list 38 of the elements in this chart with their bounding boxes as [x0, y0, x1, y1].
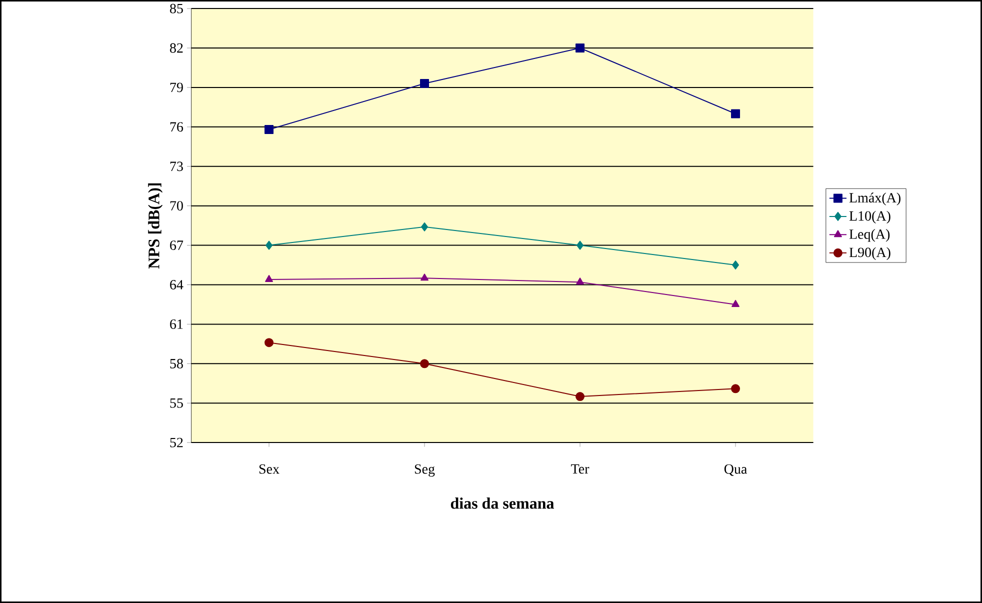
x-tick-label: Seg — [414, 464, 435, 477]
point — [421, 222, 428, 232]
y-tick-label: 52 — [170, 438, 183, 448]
point — [420, 79, 430, 88]
y-tick-label: 73 — [170, 162, 183, 172]
point — [576, 278, 584, 285]
y-tick-label: 76 — [170, 122, 184, 132]
point — [731, 384, 740, 394]
point — [576, 44, 585, 53]
point — [576, 392, 585, 402]
point — [732, 300, 740, 307]
y-tick-label: 58 — [170, 358, 183, 368]
point — [420, 359, 430, 368]
y-tick-label: 79 — [170, 82, 183, 92]
x-tick-label: Qua — [724, 464, 747, 476]
point — [265, 274, 273, 282]
y-tick-label: 70 — [170, 201, 183, 211]
point — [731, 109, 740, 118]
y-tick-label: 85 — [170, 4, 183, 14]
point — [264, 125, 274, 134]
point — [732, 260, 740, 270]
y-tick-label: 55 — [170, 398, 183, 408]
point — [420, 274, 428, 281]
legend-label: Lmáx(A) — [849, 192, 900, 206]
point — [264, 338, 274, 348]
x-axis-title: dias da semana — [450, 498, 554, 509]
legend-label: L10(A) — [849, 210, 890, 224]
y-tick-label: 61 — [170, 319, 183, 329]
y-tick-label: 64 — [170, 280, 184, 290]
x-tick-label: Sex — [259, 464, 280, 474]
x-tick-label: Ter — [571, 464, 590, 474]
y-axis-title: NPS [dB(A)] — [148, 183, 163, 269]
point — [576, 240, 584, 250]
legend-label: L90(A) — [849, 247, 890, 260]
legend-label: Leq(A) — [849, 229, 890, 242]
y-tick-label: 67 — [170, 240, 184, 250]
y-tick-label: 82 — [170, 43, 183, 53]
point — [266, 240, 273, 250]
